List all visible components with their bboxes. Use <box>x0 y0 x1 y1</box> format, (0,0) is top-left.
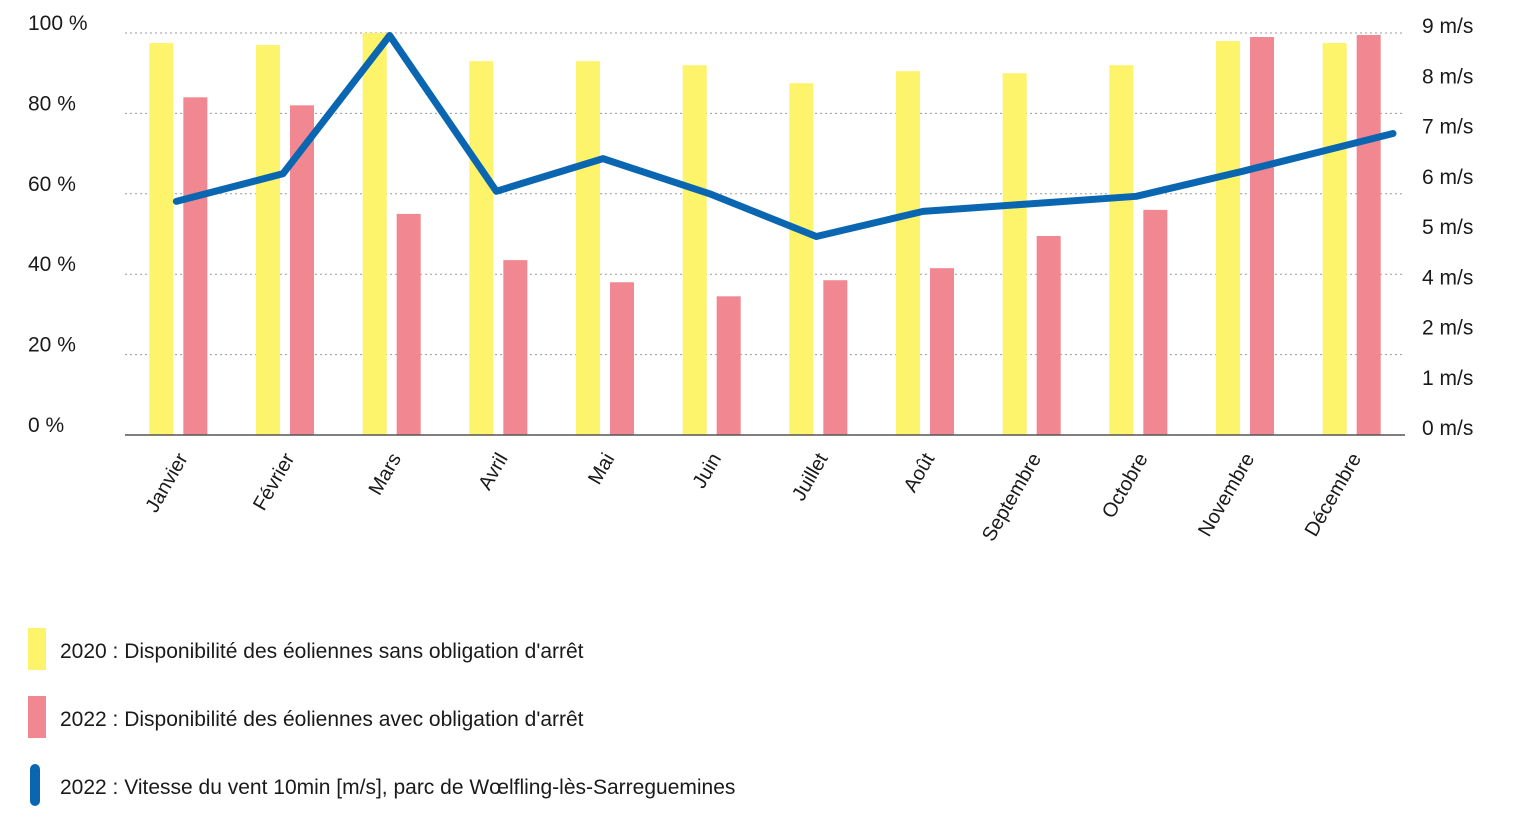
category-label: Février <box>249 449 299 514</box>
bar-2020 <box>576 61 600 435</box>
category-labels: Janvier Février Mars Avril Mai Juin Juillet Aoû… <box>141 449 1366 545</box>
category-label: Septembre <box>978 450 1046 546</box>
bar-2022 <box>1143 209 1168 435</box>
bar-2020 <box>149 43 174 436</box>
legend-label-2022-availability: 2022 : Disponibilité des éoliennes avec … <box>60 708 584 731</box>
legend-swatch-blue <box>30 764 40 806</box>
category-label: Mars <box>365 450 406 499</box>
y-left-tick-label: 20 % <box>28 334 76 357</box>
bar-2022 <box>930 268 954 435</box>
bar-2022 <box>1036 236 1061 435</box>
bar-2022 <box>716 296 741 435</box>
y-left-tick-label: 40 % <box>28 253 76 276</box>
bar-2022 <box>396 213 421 435</box>
bar-2020 <box>469 61 494 435</box>
y-right-tick-label: 8 m/s <box>1422 65 1473 88</box>
y-left-tick-label: 80 % <box>28 92 76 115</box>
bar-2020 <box>256 45 280 436</box>
y-left-tick-label: 60 % <box>28 173 76 196</box>
legend-label-2020: 2020 : Disponibilité des éoliennes sans … <box>60 640 584 663</box>
chart: 0 % 20 % 40 % 60 % 80 % 100 % 0 m/s 1 m/s 2 m/s… <box>28 12 1473 545</box>
legend-swatch-yellow <box>28 628 46 670</box>
y-right-tick-label: 5 m/s <box>1422 216 1473 239</box>
category-label: Août <box>900 449 940 496</box>
bar-2022 <box>503 260 528 435</box>
bar-2020 <box>789 83 814 435</box>
legend-swatch-pink <box>28 696 46 738</box>
y-right-tick-label: 0 m/s <box>1422 417 1473 440</box>
y-right-tick-label: 2 m/s <box>1422 317 1473 340</box>
grid-lines <box>125 32 1405 356</box>
y-right-tick-label: 1 m/s <box>1422 367 1473 390</box>
y-right-tick-label: 6 m/s <box>1422 166 1473 189</box>
left-axis-labels: 0 % 20 % 40 % 60 % 80 % 100 % <box>28 12 88 437</box>
bar-2020 <box>1322 43 1347 436</box>
category-label: Octobre <box>1098 450 1153 523</box>
bar-2022 <box>610 282 634 435</box>
bar-2020 <box>1216 41 1240 435</box>
bar-2022 <box>1356 35 1381 435</box>
legend-label-2022-wind: 2022 : Vitesse du vent 10min [m/s], parc… <box>60 776 736 799</box>
bar-2022 <box>1250 37 1274 436</box>
category-label: Juillet <box>788 449 833 505</box>
y-left-tick-label: 100 % <box>28 12 88 35</box>
wind-speed-line <box>172 32 1397 241</box>
y-left-tick-label: 0 % <box>28 414 64 437</box>
bars <box>149 33 1381 436</box>
bar-2022 <box>823 280 848 435</box>
category-label: Juin <box>689 450 726 493</box>
y-right-tick-label: 7 m/s <box>1422 116 1473 139</box>
category-label: Décembre <box>1301 450 1366 541</box>
y-right-tick-label: 4 m/s <box>1422 266 1473 289</box>
right-axis-labels: 0 m/s 1 m/s 2 m/s 4 m/s 5 m/s 6 m/s 7 m/s 8 m/s… <box>1422 15 1473 440</box>
bar-2020 <box>896 71 920 435</box>
category-label: Janvier <box>141 449 192 516</box>
bar-2020 <box>1109 65 1134 435</box>
y-right-tick-label: 9 m/s <box>1422 15 1473 38</box>
bar-2020 <box>362 33 387 435</box>
category-label: Avril <box>474 450 512 494</box>
wind-line <box>172 32 1397 241</box>
bar-2020 <box>1002 73 1027 435</box>
bar-2022 <box>183 97 208 435</box>
category-label: Novembre <box>1194 450 1259 541</box>
bar-2020 <box>682 65 707 435</box>
category-label: Mai <box>584 450 619 489</box>
